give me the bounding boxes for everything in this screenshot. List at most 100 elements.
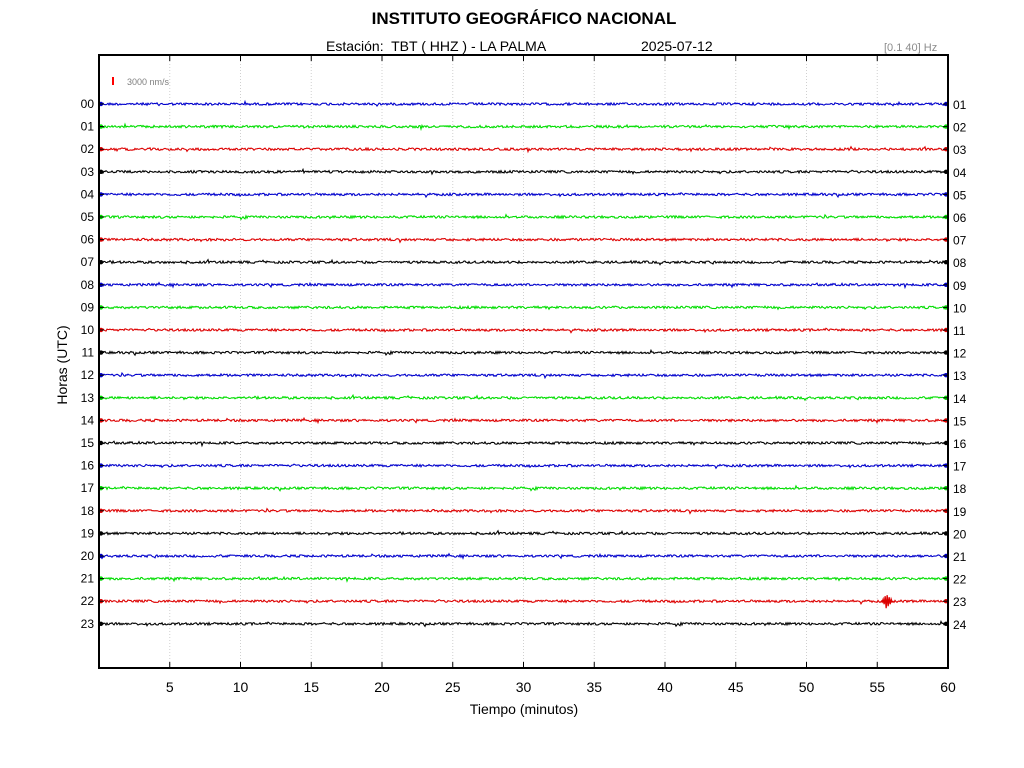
y-tick-label-right: 03	[953, 143, 967, 157]
y-tick-label-right: 02	[953, 121, 967, 135]
station-name: TBT ( HHZ ) - LA PALMA	[391, 38, 547, 54]
y-tick-label-left: 03	[81, 165, 95, 179]
x-tick-label: 15	[303, 679, 319, 695]
x-tick-label: 50	[799, 679, 815, 695]
trace-hour-10	[99, 327, 948, 334]
y-tick-label-left: 21	[81, 572, 95, 586]
y-tick-label-right: 19	[953, 505, 967, 519]
scale-bar-label: 3000 nm/s	[127, 77, 170, 87]
x-tick-label: 55	[869, 679, 885, 695]
y-tick-label-left: 06	[81, 233, 95, 247]
filter-band-label: [0.1 40] Hz	[884, 42, 938, 54]
trace-hour-14	[99, 416, 948, 425]
trace-hour-07	[99, 258, 948, 266]
trace-hour-02	[99, 145, 948, 154]
page-title: INSTITUTO GEOGRÁFICO NACIONAL	[371, 9, 677, 28]
trace-hour-05	[99, 213, 948, 221]
y-tick-label-right: 05	[953, 188, 967, 202]
plot-frame	[98, 54, 949, 669]
y-tick-label-left: 12	[81, 368, 95, 382]
y-tick-label-left: 11	[82, 346, 95, 360]
trace-hour-19	[99, 529, 948, 537]
x-tick-label: 45	[728, 679, 744, 695]
y-tick-label-left: 00	[81, 97, 95, 111]
trace-hour-11	[99, 348, 948, 357]
station-info: Estación: TBT ( HHZ ) - LA PALMA	[326, 38, 546, 54]
y-tick-label-right: 21	[953, 550, 967, 564]
y-tick-label-left: 09	[81, 300, 95, 314]
trace-hour-01	[99, 122, 948, 132]
y-tick-label-right: 01	[953, 98, 967, 112]
x-tick-label: 35	[586, 679, 602, 695]
x-tick-label: 40	[657, 679, 673, 695]
y-tick-label-left: 14	[81, 413, 95, 427]
y-tick-label-right: 12	[953, 347, 967, 361]
y-tick-label-right: 09	[953, 279, 967, 293]
trace-hour-17	[99, 484, 948, 492]
grid-lines	[169, 55, 878, 668]
y-tick-label-left: 01	[81, 120, 95, 134]
y-tick-label-left: 07	[81, 255, 95, 269]
trace-hour-13	[99, 393, 948, 402]
trace-hour-15	[99, 440, 948, 448]
y-tick-label-right: 15	[953, 414, 967, 428]
y-tick-label-left: 19	[81, 526, 95, 540]
trace-hour-22	[99, 598, 948, 605]
trace-hour-08	[99, 281, 948, 290]
y-tick-label-right: 11	[953, 324, 966, 338]
y-tick-label-right: 23	[953, 595, 967, 609]
scale-bar-mark	[112, 77, 114, 85]
trace-hour-09	[99, 304, 948, 311]
y-tick-label-right: 17	[953, 460, 967, 474]
scale-bar: 3000 nm/s	[112, 77, 170, 87]
station-date: 2025-07-12	[641, 38, 713, 54]
trace-hour-21	[99, 575, 948, 583]
y-tick-label-right: 16	[953, 437, 967, 451]
x-tick-label: 20	[374, 679, 390, 695]
y-tick-label-left: 23	[81, 617, 95, 631]
y-tick-label-right: 06	[953, 211, 967, 225]
y-tick-label-left: 15	[81, 436, 95, 450]
y-tick-label-left: 20	[81, 549, 95, 563]
y-tick-label-right: 10	[953, 301, 967, 315]
trace-hour-03	[99, 167, 948, 176]
y-tick-label-right: 22	[953, 573, 967, 587]
y-tick-label-left: 05	[81, 210, 95, 224]
y-tick-label-right: 04	[953, 166, 967, 180]
y-tick-label-right: 20	[953, 527, 967, 541]
trace-hour-04	[99, 191, 948, 199]
x-tick-label: 25	[445, 679, 461, 695]
y-tick-label-left: 04	[81, 187, 95, 201]
axis-ticks: 5 10 15 20 25 30 35 40 45 50 55 60 00 01 01 02 02 03 03 04 0…	[81, 55, 967, 695]
x-tick-label: 60	[940, 679, 956, 695]
seismic-event-spike	[880, 595, 893, 609]
station-label: Estación:	[326, 38, 384, 54]
y-tick-label-right: 13	[953, 369, 967, 383]
y-tick-label-left: 08	[81, 278, 95, 292]
y-tick-label-right: 07	[953, 234, 967, 248]
trace-hour-16	[99, 463, 948, 470]
trace-hour-23	[99, 620, 948, 628]
trace-hour-18	[99, 507, 948, 515]
y-tick-label-right: 14	[953, 392, 967, 406]
x-tick-label: 30	[516, 679, 532, 695]
y-tick-label-left: 22	[81, 594, 95, 608]
trace-hour-20	[99, 552, 948, 560]
y-tick-label-left: 18	[81, 504, 95, 518]
y-tick-label-left: 02	[81, 142, 95, 156]
trace-group	[98, 99, 949, 628]
y-tick-label-right: 08	[953, 256, 967, 270]
x-tick-label: 5	[166, 679, 174, 695]
y-tick-label-right: 24	[953, 618, 967, 632]
y-tick-label-left: 16	[81, 459, 95, 473]
trace-hour-06	[99, 237, 948, 244]
y-tick-label-left: 10	[81, 323, 95, 337]
y-tick-label-left: 13	[81, 391, 95, 405]
x-tick-label: 10	[233, 679, 249, 695]
trace-hour-12	[99, 371, 948, 380]
y-tick-label-left: 17	[81, 481, 95, 495]
trace-hour-00	[99, 99, 948, 108]
x-axis-title: Tiempo (minutos)	[469, 701, 579, 717]
